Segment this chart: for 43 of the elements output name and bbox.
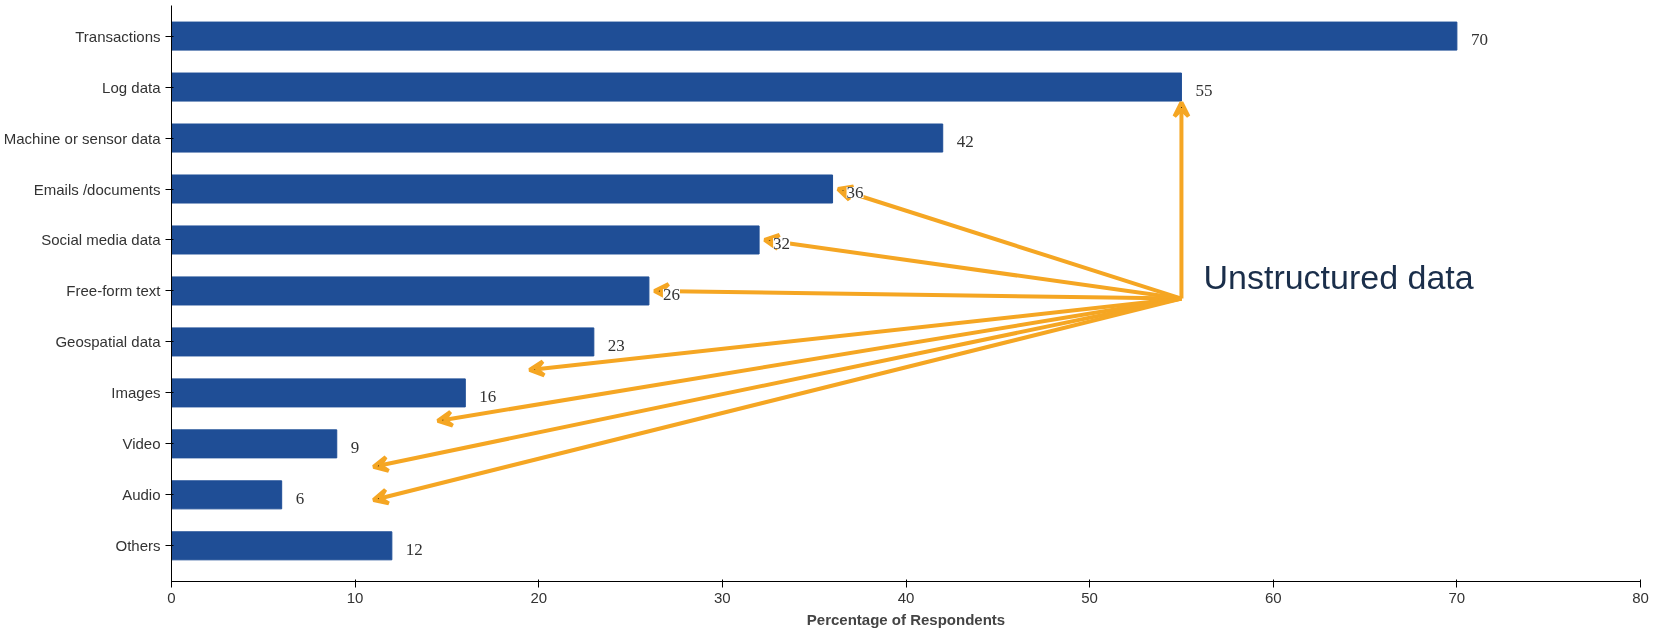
annotation: Unstructured data <box>1203 258 1474 297</box>
bar <box>171 276 650 306</box>
y-tick-label: Emails /documents <box>33 180 161 198</box>
bar <box>171 531 393 561</box>
y-tick-label: Machine or sensor data <box>3 129 162 147</box>
data-label: 12 <box>405 539 423 559</box>
data-label: 36 <box>846 183 864 202</box>
bar <box>171 327 595 357</box>
y-tick-label: Images <box>111 384 161 402</box>
data-label: 23 <box>607 335 625 355</box>
data-label: 16 <box>479 386 497 406</box>
x-tick-label: 0 <box>167 588 176 606</box>
bar <box>171 123 944 153</box>
y-tick-label: Transactions <box>75 27 161 45</box>
data-label: 6 <box>295 488 305 508</box>
y-tick-label: Geospatial data <box>55 333 162 351</box>
y-tick-label: Free-form text <box>66 282 162 300</box>
data-label: 55 <box>1195 81 1213 101</box>
x-axis-title: Percentage of Respondents <box>806 610 1006 628</box>
bar <box>171 480 283 510</box>
data-label: 42 <box>956 132 974 152</box>
x-tick-label: 70 <box>1448 588 1466 606</box>
bar <box>171 72 1182 102</box>
data-label: 26 <box>662 284 680 304</box>
bar <box>171 225 760 255</box>
y-tick-label: Social media data <box>41 231 162 249</box>
y-tick-label: Audio <box>122 486 161 504</box>
y-tick-label: Video <box>122 435 161 453</box>
x-tick-label: 30 <box>714 588 731 606</box>
bar <box>171 429 338 459</box>
x-tick-label: 60 <box>1264 588 1282 606</box>
x-tick-label: 40 <box>897 588 915 606</box>
x-tick-label: 50 <box>1081 588 1098 606</box>
x-tick-label: 10 <box>346 588 364 606</box>
data-label: 9 <box>350 437 360 457</box>
y-tick-label: Others <box>115 537 161 555</box>
y-tick-label: Log data <box>102 78 162 96</box>
x-tick-label: 20 <box>530 588 548 606</box>
data-label: 70 <box>1470 30 1488 50</box>
bar <box>171 21 1458 51</box>
bar <box>171 378 466 408</box>
x-tick-label: 80 <box>1632 588 1649 606</box>
data-label: 32 <box>773 233 791 253</box>
